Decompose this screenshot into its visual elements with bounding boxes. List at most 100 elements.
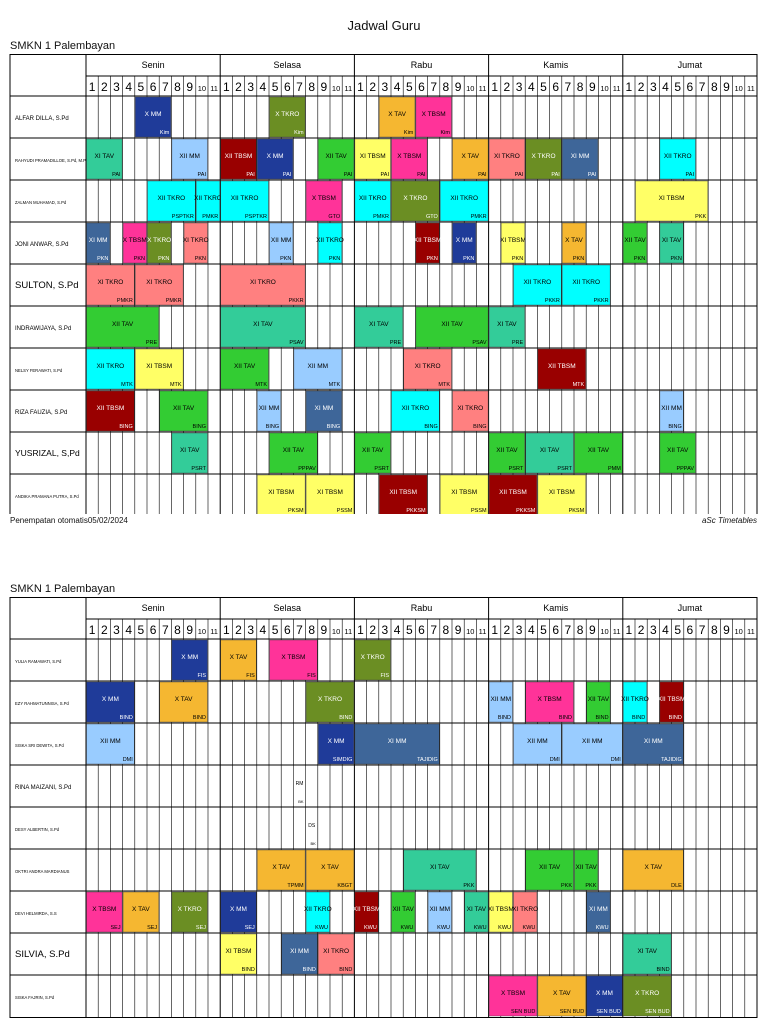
lesson-cell[interactable] bbox=[379, 474, 428, 514]
lesson-block[interactable]: XII TBSM KWU bbox=[353, 891, 381, 933]
lesson-block[interactable]: XI TKRO PMKR bbox=[135, 264, 184, 306]
lesson-block[interactable]: XI TBSM PAI bbox=[354, 138, 391, 180]
lesson-block[interactable]: XI MM TAJIDIG bbox=[354, 723, 440, 765]
lesson-block[interactable]: XI TKRO PAI bbox=[488, 138, 525, 180]
lesson-cell[interactable] bbox=[562, 264, 611, 306]
lesson-cell[interactable] bbox=[220, 180, 269, 222]
lesson-block[interactable]: XII TAV PSAV bbox=[415, 306, 489, 348]
lesson-block[interactable]: XII TKRO KWU bbox=[304, 891, 332, 933]
lesson-block[interactable]: XII TAV KWU bbox=[391, 891, 416, 933]
lesson-block[interactable]: X TBSM SEN BUD bbox=[488, 975, 538, 1017]
lesson-block[interactable]: XII TKRO PKN bbox=[316, 222, 344, 264]
lesson-cell[interactable] bbox=[623, 975, 672, 1017]
lesson-block[interactable]: XI TAV PKK bbox=[403, 849, 477, 891]
lesson-block[interactable]: XI TBSM BIND bbox=[220, 933, 257, 975]
lesson-cell[interactable] bbox=[623, 723, 684, 765]
lesson-cell[interactable] bbox=[220, 639, 257, 681]
lesson-block[interactable]: X TKRO SEJ bbox=[171, 891, 208, 933]
lesson-cell[interactable] bbox=[488, 891, 513, 933]
lesson-cell[interactable] bbox=[440, 474, 489, 514]
lesson-block[interactable]: XI TBSM PSSM bbox=[305, 474, 355, 514]
lesson-cell[interactable] bbox=[562, 222, 586, 264]
lesson-cell[interactable] bbox=[269, 96, 306, 138]
lesson-block[interactable]: XI MM PAI bbox=[562, 138, 599, 180]
lesson-block[interactable]: XI MM KWU bbox=[586, 891, 611, 933]
lesson-cell[interactable] bbox=[403, 849, 477, 891]
lesson-block[interactable]: XI TKRO BING bbox=[452, 390, 489, 432]
lesson-cell[interactable] bbox=[86, 138, 123, 180]
lesson-block[interactable]: X TKRO PAI bbox=[525, 138, 562, 180]
lesson-block[interactable]: XII MM PAI bbox=[171, 138, 208, 180]
lesson-block[interactable]: X TAV SEN BUD bbox=[537, 975, 586, 1017]
lesson-cell[interactable] bbox=[525, 849, 574, 891]
lesson-block[interactable]: X TAV Kim bbox=[379, 96, 416, 138]
lesson-cell[interactable] bbox=[86, 891, 123, 933]
lesson-cell[interactable] bbox=[293, 348, 342, 390]
lesson-block[interactable]: XII MM DMI bbox=[513, 723, 562, 765]
lesson-block[interactable]: XII TKRO PAI bbox=[659, 138, 696, 180]
lesson-block[interactable]: X TAV KBGT bbox=[305, 849, 355, 891]
lesson-block[interactable]: X TBSM GTO bbox=[305, 180, 342, 222]
lesson-cell[interactable] bbox=[171, 432, 208, 474]
lesson-cell[interactable] bbox=[305, 849, 355, 891]
lesson-cell[interactable] bbox=[562, 138, 599, 180]
lesson-block[interactable]: XII MM DMI bbox=[86, 723, 135, 765]
lesson-block[interactable]: XII TAV PMM bbox=[574, 432, 623, 474]
lesson-block[interactable]: XII MM KWU bbox=[427, 891, 452, 933]
lesson-cell[interactable] bbox=[220, 933, 257, 975]
lesson-block[interactable]: XII TKRO PMKR bbox=[354, 180, 391, 222]
lesson-cell[interactable] bbox=[391, 138, 428, 180]
lesson-cell[interactable] bbox=[574, 849, 599, 891]
lesson-block[interactable]: XI TBSM MTK bbox=[135, 348, 184, 390]
lesson-cell[interactable] bbox=[86, 222, 111, 264]
lesson-cell[interactable] bbox=[171, 138, 208, 180]
lesson-block[interactable]: XI TKRO PMKR bbox=[86, 264, 135, 306]
lesson-cell[interactable] bbox=[513, 723, 562, 765]
lesson-cell[interactable] bbox=[86, 723, 135, 765]
lesson-block[interactable]: XII TBSM PKN bbox=[414, 222, 442, 264]
lesson-block[interactable]: XII TBSM PKKSM bbox=[488, 474, 538, 514]
lesson-block[interactable]: XII TAV PKK bbox=[525, 849, 574, 891]
lesson-block[interactable]: XI TKRO PKKR bbox=[220, 264, 306, 306]
lesson-cell[interactable] bbox=[171, 639, 208, 681]
lesson-block[interactable]: XII TAV PSRT bbox=[488, 432, 525, 474]
lesson-block[interactable]: X MM PAI bbox=[257, 138, 294, 180]
lesson-cell[interactable] bbox=[269, 432, 318, 474]
lesson-block[interactable]: XI TKRO PKN bbox=[183, 222, 209, 264]
lesson-cell[interactable] bbox=[257, 390, 281, 432]
lesson-block[interactable]: XI MM BING bbox=[305, 390, 342, 432]
lesson-block[interactable]: XI MM PKN bbox=[86, 222, 111, 264]
lesson-block[interactable]: XI TBSM PKSM bbox=[257, 474, 306, 514]
lesson-cell[interactable] bbox=[220, 306, 306, 348]
lesson-cell[interactable] bbox=[147, 222, 172, 264]
lesson-block[interactable]: X TBSM FIS bbox=[269, 639, 318, 681]
lesson-block[interactable]: XII TAV PRE bbox=[86, 306, 159, 348]
lesson-block[interactable]: XII MM BIND bbox=[488, 681, 513, 723]
lesson-cell[interactable] bbox=[452, 390, 489, 432]
lesson-cell[interactable] bbox=[86, 348, 135, 390]
lesson-block[interactable]: XII TAV PPPAV bbox=[269, 432, 318, 474]
lesson-cell[interactable] bbox=[452, 222, 477, 264]
lesson-cell[interactable] bbox=[391, 891, 416, 933]
lesson-cell[interactable] bbox=[257, 138, 294, 180]
lesson-block[interactable]: XII TBSM MTK bbox=[537, 348, 586, 390]
lesson-block[interactable]: XII MM BING bbox=[257, 390, 281, 432]
lesson-cell[interactable] bbox=[281, 933, 318, 975]
lesson-cell[interactable] bbox=[537, 348, 586, 390]
lesson-cell[interactable] bbox=[488, 306, 525, 348]
lesson-block[interactable]: X TAV BIND bbox=[159, 681, 208, 723]
lesson-block[interactable]: X MM Kim bbox=[135, 96, 172, 138]
lesson-block[interactable]: XII TKRO BING bbox=[391, 390, 440, 432]
lesson-block[interactable]: X TBSM SEJ bbox=[86, 891, 123, 933]
lesson-block[interactable]: X TBSM BIND bbox=[525, 681, 574, 723]
lesson-cell[interactable] bbox=[135, 348, 184, 390]
lesson-block[interactable]: XI TAV PRE bbox=[488, 306, 525, 348]
lesson-cell[interactable] bbox=[354, 138, 391, 180]
lesson-block[interactable]: XI TBSM PKSM bbox=[537, 474, 586, 514]
lesson-cell[interactable] bbox=[488, 138, 525, 180]
lesson-cell[interactable] bbox=[86, 390, 135, 432]
lesson-block[interactable]: XII TKRO PKKR bbox=[513, 264, 562, 306]
lesson-cell[interactable] bbox=[318, 138, 355, 180]
lesson-block[interactable]: X TKRO GTO bbox=[391, 180, 440, 222]
lesson-cell[interactable] bbox=[488, 681, 513, 723]
